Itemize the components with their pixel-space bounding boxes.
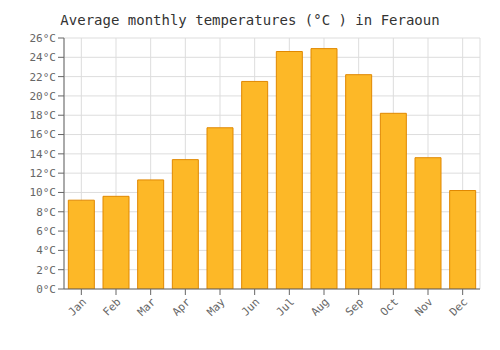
svg-text:12°C: 12°C [30,167,57,180]
svg-text:Aug: Aug [308,295,331,318]
html-text:Average monthly temperatures (: Average monthly temperatures (°C ) in Fe… [60,12,440,28]
svg-text:Apr: Apr [170,295,194,319]
svg-text:8°C: 8°C [36,206,56,219]
svg-text:Jan: Jan [66,295,89,318]
svg-text:4°C: 4°C [36,244,56,257]
svg-text:0°C: 0°C [36,283,56,296]
svg-text:26°C: 26°C [30,32,57,45]
svg-text:May: May [204,295,228,319]
svg-text:Nov: Nov [412,295,436,319]
svg-text:18°C: 18°C [30,109,57,122]
svg-text:6°C: 6°C [36,225,56,238]
svg-text:14°C: 14°C [30,148,57,161]
svg-text:Sep: Sep [343,295,366,318]
svg-text:2°C: 2°C [36,264,56,277]
svg-text:16°C: 16°C [30,128,57,141]
svg-text:20°C: 20°C [30,90,57,103]
svg-text:10°C: 10°C [30,186,57,199]
svg-text:Mar: Mar [135,295,159,319]
svg-text:Jun: Jun [239,295,262,318]
svg-text:Jul: Jul [274,295,297,318]
svg-text:Feb: Feb [100,295,123,318]
svg-text:Oct: Oct [378,295,401,318]
svg-text:Dec: Dec [447,295,470,318]
svg-text:22°C: 22°C [30,71,57,84]
svg-text:24°C: 24°C [30,51,57,64]
